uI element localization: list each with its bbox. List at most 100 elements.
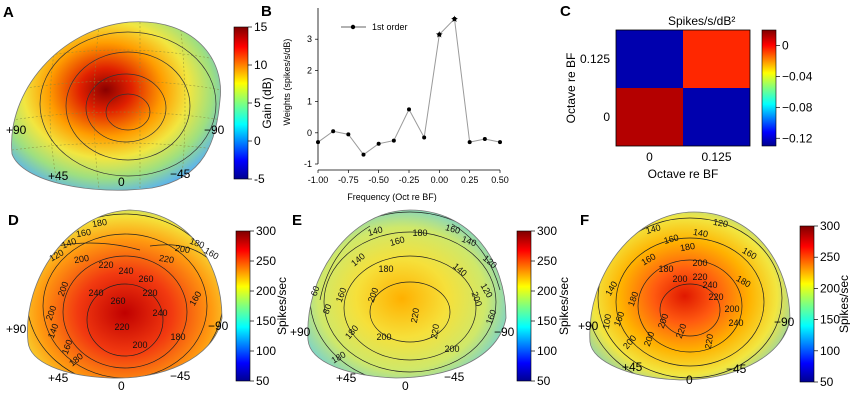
panel-c-ylabel: Octave re BF <box>564 53 578 124</box>
panel-d-contour-label: 220 <box>158 253 175 265</box>
panel-e-contour-label: 140 <box>367 224 384 238</box>
panel-c-xlabel: Octave re BF <box>648 167 719 181</box>
panel-f-colorbar-title: Spikes/sec <box>837 275 850 333</box>
panel-b-data-point <box>422 135 427 140</box>
panel-f-az-leftmid: +45 <box>622 360 643 374</box>
panel-b-ytick-label: 3 <box>307 34 312 44</box>
panel-a-colorbar-tick-label: 0 <box>254 134 261 148</box>
panel-d-colorbar-tick-label: 100 <box>256 344 276 358</box>
panel-a: A +90 +45 0 −45 −90 <box>3 4 274 191</box>
panel-f-contour-label: 240 <box>702 280 717 290</box>
panel-d-contour-label: 240 <box>88 288 103 298</box>
panel-e-colorbar-tick-label: 250 <box>537 254 557 268</box>
panel-e-az-center: 0 <box>402 379 409 393</box>
panel-a-gain-map <box>11 21 221 191</box>
panel-d-contour-label: 220 <box>98 260 113 270</box>
panel-d-contour-label: 200 <box>44 304 59 322</box>
panel-b-data-point <box>361 152 366 157</box>
panel-c-frame <box>615 29 751 147</box>
panel-a-label: A <box>3 4 14 21</box>
panel-d-contour-label: 240 <box>152 308 167 318</box>
panel-f-az-center: 0 <box>686 373 693 387</box>
panel-f-contour-label: 200 <box>692 258 707 268</box>
panel-b-xtick-label: -0.50 <box>368 175 389 185</box>
panel-c-label: C <box>560 3 571 20</box>
panel-f-label: F <box>580 212 589 229</box>
panel-f: F 14016018020022020018016024022020018016… <box>578 211 850 389</box>
panel-d-az-right: −90 <box>208 319 229 333</box>
panel-e-contour-label: 180 <box>412 228 427 238</box>
panel-d-colorbar: 300 250 200 150 100 50 Spikes/sec <box>235 224 289 388</box>
panel-f-contour-label: 140 <box>645 222 662 236</box>
panel-d-az-left: +90 <box>6 322 27 336</box>
panel-b-data-point <box>452 16 457 21</box>
panel-f-contour-label: 220 <box>674 322 689 340</box>
panel-c-colorbar-tick-label: 0 <box>782 38 789 52</box>
panel-e-contour-label: 160 <box>484 308 499 326</box>
panel-b-ytick-label: 2 <box>307 65 312 75</box>
panel-b-data-point <box>482 137 487 142</box>
panel-a-az-rightmid: −45 <box>170 167 191 181</box>
panel-f-contour-label: 160 <box>663 232 680 246</box>
panel-b-data-point <box>437 32 442 37</box>
panel-a-az-right: −90 <box>204 123 225 137</box>
panel-b-data-point <box>316 140 320 145</box>
panel-d-colorbar-tick-label: 50 <box>256 374 270 388</box>
panel-f-contour-label: 240 <box>728 318 743 328</box>
panel-f-az-right: −90 <box>774 315 795 329</box>
panel-c: C Spikes/s/dB² 0 0.125 0 0.125 Octave re BF… <box>560 3 813 181</box>
panel-f-contour-label: 220 <box>708 292 723 302</box>
panel-d-contour-label: 260 <box>138 274 153 284</box>
panel-d-colorbar-tick-label: 200 <box>256 284 276 298</box>
panel-a-az-leftmid: +45 <box>48 169 69 183</box>
panel-e-contour-label: 220 <box>409 307 421 324</box>
panel-e-colorbar: 300 250 200 150 100 50 Spikes/sec <box>516 224 571 388</box>
panel-a-colorbar: 15 10 5 0 -5 Gain (dB) <box>233 20 274 186</box>
panel-e-contour-label: 60 <box>309 285 322 298</box>
panel-f-colorbar-tick-label: 150 <box>820 313 840 327</box>
panel-d-colorbar-tick-label: 300 <box>256 224 276 238</box>
panel-c-ytick-label: 0 <box>603 110 610 124</box>
panel-e-contour-label: 140 <box>460 234 478 249</box>
panel-a-colorbar-tick-label: 5 <box>254 96 261 110</box>
panel-a-colorbar-scale <box>233 26 249 180</box>
panel-c-xtick-label: 0 <box>646 150 653 164</box>
panel-e-contour-label: 160 <box>444 222 461 236</box>
panel-e-az-rightmid: −45 <box>444 370 465 384</box>
panel-e-contour-label: 200 <box>444 344 459 354</box>
panel-c-heatmap-cell <box>683 88 750 146</box>
panel-c-colorbar-scale <box>761 29 777 147</box>
panel-f-contour-label: 220 <box>703 333 715 350</box>
panel-e-contour-label: 160 <box>334 286 349 304</box>
panel-c-heatmap-cell <box>616 88 683 146</box>
panel-e-contour-label: 200 <box>376 332 391 342</box>
panel-d-contour-label: 220 <box>114 322 129 332</box>
panel-f-response-map: 1401601802002202001801602402202001801601… <box>589 211 791 381</box>
panel-f-contour-label: 120 <box>712 217 729 229</box>
panel-e-contour-label: 80 <box>321 303 334 316</box>
panel-e-contour-label: 180 <box>378 264 393 274</box>
panel-d-colorbar-tick-label: 250 <box>256 254 276 268</box>
panel-b: B Weights (spikes/s/dB) Frequency (Oct r… <box>261 3 509 202</box>
panel-f-colorbar-tick-label: 300 <box>820 219 840 233</box>
panel-c-colorbar: 0 −0.04 −0.08 −0.12 <box>761 29 813 147</box>
panel-e-contour-label: 220 <box>429 323 441 340</box>
panel-f-contour-label: 200 <box>724 304 739 314</box>
panel-b-xtick-label: -1.00 <box>308 175 329 185</box>
panel-f-colorbar-tick-label: 50 <box>820 375 834 389</box>
panel-b-legend-label: 1st order <box>372 22 408 32</box>
panel-c-ytick-label: 0.125 <box>580 52 610 66</box>
panel-d-contour-label: 180 <box>91 217 108 229</box>
panel-d-az-center: 0 <box>118 379 125 393</box>
panel-b-xtick-label: -0.75 <box>338 175 359 185</box>
panel-c-colorbar-tick-label: −0.12 <box>782 131 813 145</box>
panel-b-significance-star: ★ <box>450 14 458 24</box>
panel-f-contour-label: 180 <box>658 264 673 274</box>
panel-e-colorbar-tick-label: 50 <box>537 374 551 388</box>
panel-c-heatmap-cell <box>683 30 750 88</box>
panel-f-contour-label: 200 <box>672 274 687 284</box>
panel-f-colorbar-tick-label: 250 <box>820 250 840 264</box>
panel-a-az-center: 0 <box>118 175 125 189</box>
panel-f-contour-label: 180 <box>626 290 641 308</box>
